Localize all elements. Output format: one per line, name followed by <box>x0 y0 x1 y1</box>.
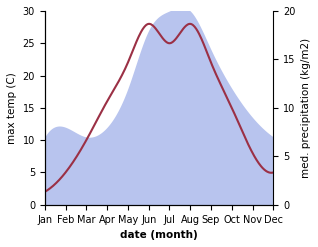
Y-axis label: med. precipitation (kg/m2): med. precipitation (kg/m2) <box>301 38 311 178</box>
Y-axis label: max temp (C): max temp (C) <box>7 72 17 144</box>
X-axis label: date (month): date (month) <box>120 230 198 240</box>
